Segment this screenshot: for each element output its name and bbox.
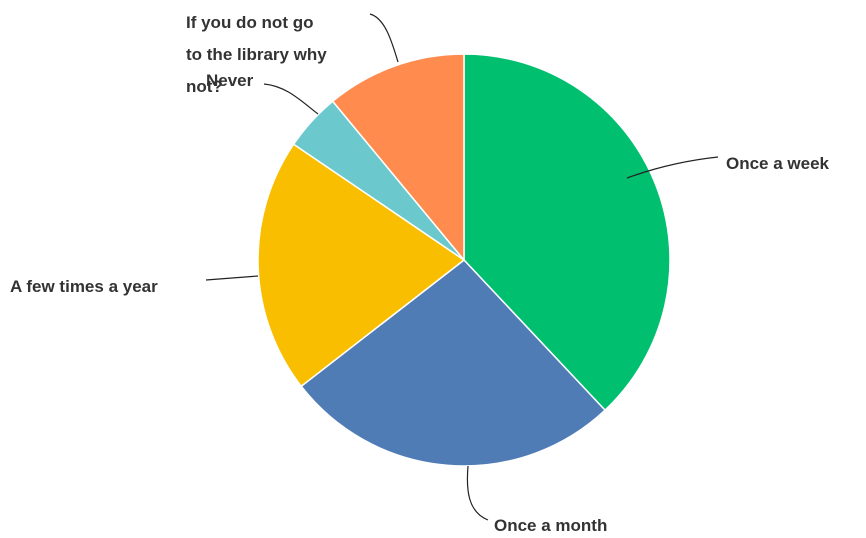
leader-line-once-a-week: [626, 156, 719, 179]
pie-slice-a-few-times-a-year: [257, 143, 466, 388]
leader-line-why-not: [369, 13, 399, 63]
slice-label-once-a-month: Once a month: [494, 516, 607, 535]
pie-slice-once-a-month: [300, 258, 607, 467]
slice-label-why-not-line-2: to the library why: [186, 45, 327, 64]
slice-label-why-not-line-1: If you do not go: [186, 13, 313, 32]
pie-slice-once-a-week: [463, 53, 671, 412]
slice-label-few-times-year: A few times a year: [10, 277, 158, 296]
leader-lines: [205, 13, 719, 521]
leader-line-once-a-month: [466, 465, 489, 521]
leader-line-never: [263, 83, 319, 115]
pie-slices: [257, 53, 671, 467]
slice-label-why-not: If you do not go to the library why not?: [186, 13, 331, 96]
slice-label-never: Never: [206, 71, 254, 90]
pie-slice-if-you-do-not-go-to-the-library-why-not: [331, 53, 465, 263]
slice-label-why-not-line-3: not?: [186, 77, 223, 96]
leader-line-few-times-year: [205, 275, 259, 281]
slice-labels: Once a week Once a month A few times a y…: [10, 13, 830, 535]
slice-label-once-a-week: Once a week: [726, 154, 830, 173]
